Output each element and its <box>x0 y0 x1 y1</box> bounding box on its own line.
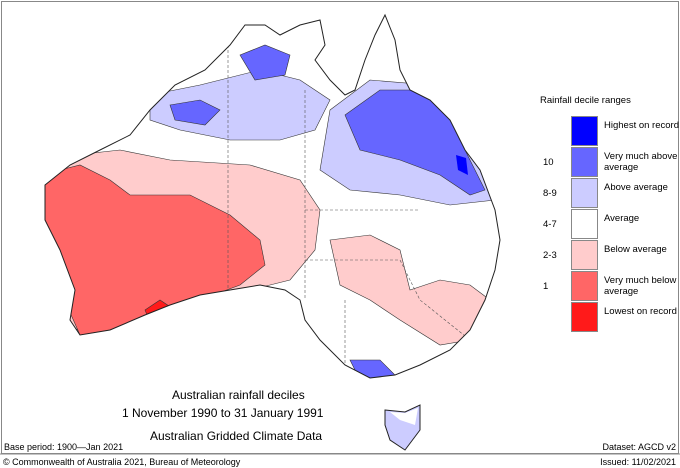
very-much-above-queensland <box>344 89 486 196</box>
base-period: Base period: 1900—Jan 2021 <box>4 442 124 452</box>
legend-item: 2-3 Below average <box>540 240 680 271</box>
map-source: Australian Gridded Climate Data <box>150 429 323 443</box>
very-much-above-kimberley <box>169 99 221 126</box>
map-period: 1 November 1990 to 31 January 1991 <box>122 406 324 420</box>
legend-item: 1 Very much below average <box>540 271 680 302</box>
legend-item: 8-9 Above average <box>540 178 680 209</box>
legend-swatch <box>571 116 598 146</box>
legend-item: Highest on record <box>540 116 680 147</box>
legend-swatch <box>571 178 598 208</box>
legend-item: 4-7 Average <box>540 209 680 240</box>
legend-item: 10 Very much above average <box>540 147 680 178</box>
legend-swatch <box>571 147 598 177</box>
highest-record-qld <box>456 155 468 175</box>
map-title: Australian rainfall deciles <box>172 388 305 402</box>
copyright: © Commonwealth of Australia 2021, Bureau… <box>3 457 241 467</box>
issued-date: Issued: 11/02/2021 <box>600 457 676 467</box>
legend-item: Lowest on record <box>540 302 680 333</box>
state-borders <box>227 40 471 365</box>
legend-swatch <box>571 302 598 332</box>
legend-title: Rainfall decile ranges <box>540 95 631 106</box>
dataset: Dataset: AGCD v2 <box>602 442 676 452</box>
legend-swatch <box>571 209 598 239</box>
legend-swatch <box>571 271 598 301</box>
very-much-above-north <box>239 44 291 81</box>
legend-swatch <box>571 240 598 270</box>
tasmania-average <box>390 408 418 425</box>
